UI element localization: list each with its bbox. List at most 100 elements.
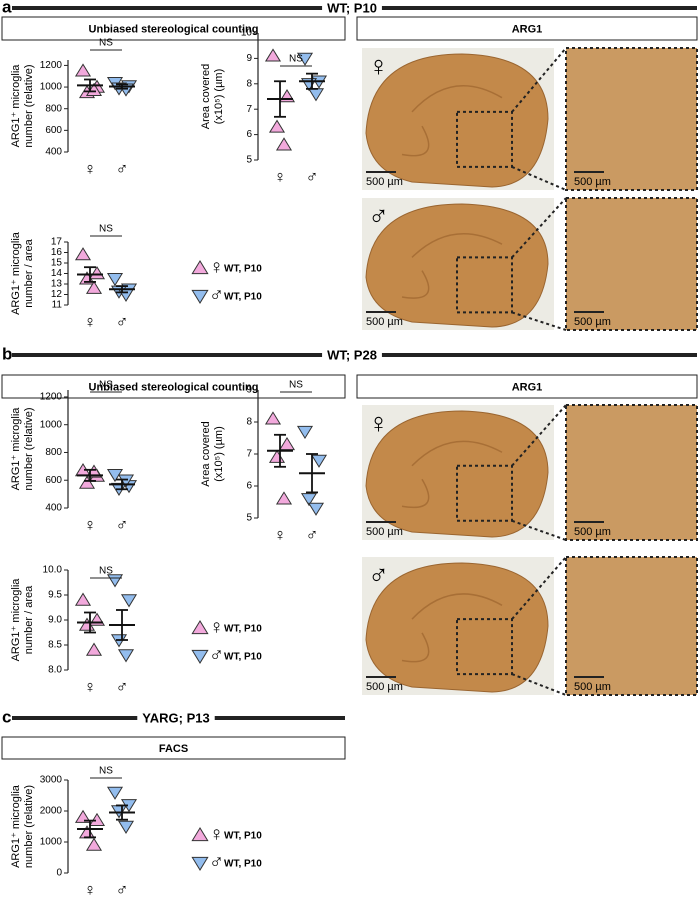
legend-symbol: ♂ [209, 284, 224, 306]
title-gap [137, 710, 215, 726]
legend-marker [191, 649, 209, 664]
y-tick-label: 15 [51, 258, 63, 269]
inset-connector [511, 47, 567, 113]
y-tick-label: 8.5 [48, 640, 62, 651]
data-point [88, 266, 106, 280]
legend-symbol: ♀ [209, 256, 224, 278]
data-point [307, 502, 325, 516]
y-axis-label: ARG1⁺ microglia [10, 64, 22, 148]
section-title: FACS [159, 743, 188, 755]
sex-symbol: ♀ [368, 407, 389, 438]
y-tick-label: 8 [246, 78, 252, 89]
image-title: ARG1 [512, 381, 543, 393]
y-tick-label: 16 [51, 247, 63, 258]
x-tick-label: ♂ [116, 677, 129, 696]
inset-connector [511, 197, 567, 259]
inset-connector [511, 404, 567, 467]
legend-label: WT, P10 [224, 652, 262, 663]
y-axis-label: number / area [23, 585, 35, 654]
y-tick-label: 800 [45, 447, 62, 458]
y-axis-label: Area covered [200, 421, 212, 486]
image-title-box [356, 374, 698, 399]
brain-structure [401, 593, 503, 663]
x-tick-label: ♀ [84, 515, 97, 534]
y-tick-label: 6 [246, 129, 252, 140]
panel-letter: b [2, 344, 12, 363]
inset-connector [511, 556, 567, 620]
scale-label: 500 µm [366, 681, 403, 693]
panel-letter: a [2, 0, 12, 16]
x-tick-label: ♀ [84, 312, 97, 331]
inset-box [456, 110, 513, 168]
data-point [120, 594, 138, 608]
y-tick-label: 10.0 [43, 565, 63, 576]
zoom-image [565, 197, 698, 331]
image-title-box [356, 16, 698, 41]
brain-structure [401, 233, 503, 299]
x-tick-label: ♂ [116, 515, 129, 534]
section-box [1, 16, 346, 41]
y-tick-label: 17 [51, 237, 63, 248]
scale-label: 500 µm [366, 176, 403, 188]
panel-letter: c [2, 707, 11, 726]
data-point [78, 825, 96, 839]
scale-label: 500 µm [574, 316, 611, 328]
scale-label: 500 µm [574, 526, 611, 538]
data-point [300, 493, 318, 507]
x-tick-label: ♂ [116, 312, 129, 331]
y-tick-label: 9.0 [48, 615, 62, 626]
x-tick-label: ♂ [116, 159, 129, 178]
y-axis-label: Area covered [200, 64, 212, 129]
scale-label: 500 µm [366, 526, 403, 538]
panel-title: WT; P10 [327, 0, 377, 15]
legend-marker [191, 260, 209, 275]
data-point [268, 449, 286, 463]
zoom-image [565, 47, 698, 191]
scale-label: 500 µm [574, 681, 611, 693]
y-tick-label: 5 [246, 513, 252, 524]
y-axis-label: number (relative) [23, 785, 35, 868]
y-tick-label: 11 [52, 300, 63, 311]
x-tick-label: ♂ [116, 880, 129, 899]
data-point [117, 820, 135, 834]
y-tick-label: 9 [246, 385, 252, 396]
sex-symbol: ♂ [368, 200, 389, 231]
section-title: Unbiased stereological counting [89, 381, 259, 393]
inset-connector [511, 673, 567, 696]
legend-label: WT, P10 [224, 859, 262, 870]
data-point [268, 119, 286, 133]
data-point [74, 809, 92, 823]
x-tick-label: ♀ [274, 525, 287, 544]
data-point [85, 837, 103, 851]
y-tick-label: 1000 [40, 837, 63, 848]
y-axis-label: number / area [23, 238, 35, 307]
inset-box [456, 618, 513, 676]
y-tick-label: 1200 [40, 60, 63, 71]
y-tick-label: 1200 [40, 392, 63, 403]
legend-symbol: ♀ [209, 616, 224, 638]
y-axis-label: number (relative) [23, 407, 35, 490]
y-tick-label: 9.5 [48, 590, 62, 601]
brain-structure [401, 440, 503, 509]
legend-label: WT, P10 [224, 624, 262, 635]
data-point [117, 649, 135, 663]
legend-marker [191, 620, 209, 635]
inset-connector [511, 165, 567, 191]
y-tick-label: 600 [45, 125, 62, 136]
section-title: Unbiased stereological counting [89, 23, 259, 35]
data-point [264, 411, 282, 425]
legend-symbol: ♂ [209, 644, 224, 666]
y-tick-label: 400 [45, 503, 62, 514]
y-tick-label: 13 [51, 279, 63, 290]
y-tick-label: 7 [246, 449, 252, 460]
legend-marker [191, 856, 209, 871]
significance-label: NS [99, 38, 113, 49]
data-point [275, 491, 293, 505]
sex-symbol: ♀ [368, 50, 389, 81]
data-point [74, 592, 92, 606]
data-point [296, 52, 314, 66]
data-point [74, 247, 92, 261]
legend-symbol: ♀ [209, 823, 224, 845]
x-tick-label: ♂ [306, 167, 319, 186]
